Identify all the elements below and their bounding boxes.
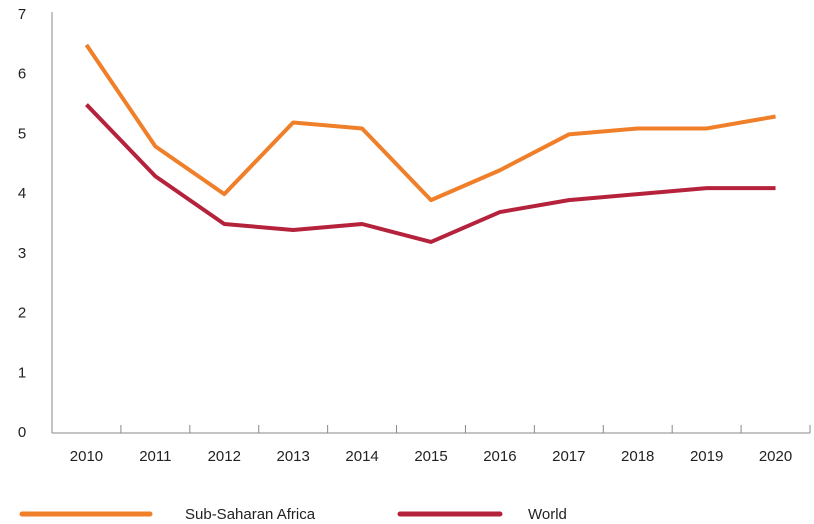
x-tick-label: 2014	[345, 448, 378, 465]
x-tick-label: 2020	[759, 448, 792, 465]
y-tick-label: 1	[18, 364, 26, 381]
x-tick-label: 2013	[276, 448, 309, 465]
y-tick-label: 4	[18, 185, 26, 202]
x-tick-label: 2015	[414, 448, 447, 465]
x-tick-label: 2011	[139, 448, 171, 465]
y-tick-label: 2	[18, 305, 26, 322]
y-tick-label: 6	[18, 66, 26, 83]
y-tick-label: 5	[18, 125, 26, 142]
x-tick-label: 2017	[552, 448, 585, 465]
legend-label: World	[528, 506, 567, 523]
y-tick-label: 7	[18, 6, 26, 23]
y-tick-label: 0	[18, 424, 26, 441]
series-line	[84, 43, 776, 203]
legend-label: Sub-Saharan Africa	[185, 506, 316, 523]
x-tick-label: 2010	[70, 448, 103, 465]
y-tick-label: 3	[18, 245, 26, 262]
x-tick-label: 2012	[208, 448, 241, 465]
series-line	[85, 103, 776, 244]
x-tick-label: 2018	[621, 448, 654, 465]
x-tick-label: 2019	[690, 448, 723, 465]
x-tick-label: 2016	[483, 448, 516, 465]
